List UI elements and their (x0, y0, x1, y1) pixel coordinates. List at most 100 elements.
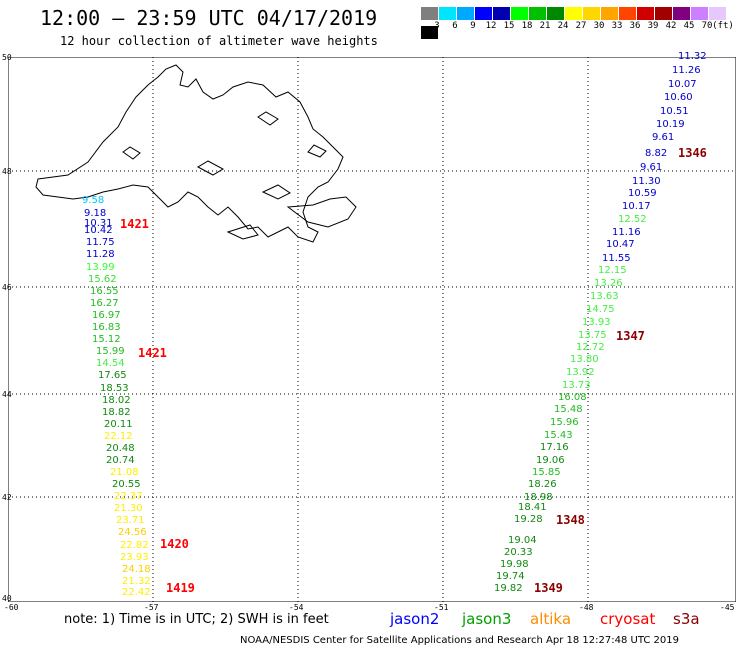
wave-height-value: 9.61 (652, 132, 675, 143)
wave-height-value: 15.85 (532, 467, 561, 478)
pass-time-label: 1420 (160, 537, 189, 551)
wave-height-value: 13.99 (86, 262, 115, 273)
wave-height-value: 16.83 (92, 322, 121, 333)
satellite-cryosat: cryosat (600, 610, 656, 628)
wave-height-value: 24.18 (122, 564, 151, 575)
wave-height-value: 19.28 (514, 514, 543, 525)
color-swatch (619, 7, 636, 20)
wave-height-value: 10.51 (660, 106, 689, 117)
lat-label: 42 (2, 493, 12, 502)
color-scale-label: 27 (575, 21, 587, 31)
wave-height-value: 15.48 (554, 404, 583, 415)
color-swatch (439, 7, 456, 20)
wave-height-value: 16.27 (90, 298, 119, 309)
wave-height-value: 19.82 (494, 583, 523, 594)
wave-height-value: 19.04 (508, 535, 537, 546)
wave-height-value: 18.82 (102, 407, 131, 418)
wave-height-value: 20.48 (106, 443, 135, 454)
wave-height-value: 19.74 (496, 571, 525, 582)
wave-height-value: 22.37 (114, 491, 143, 502)
wave-height-value: 20.11 (104, 419, 133, 430)
wave-height-value: 11.75 (86, 237, 115, 248)
color-swatch (547, 7, 564, 20)
lon-label: -51 (434, 603, 449, 612)
wave-height-value: 8.82 (645, 148, 668, 159)
lat-label: 40 (2, 594, 12, 603)
color-scale-unit: (ft) (712, 21, 734, 31)
pass-time-label: 1346 (678, 146, 707, 160)
wave-height-value: 9.18 (84, 208, 107, 219)
wave-height-value: 16.08 (558, 392, 587, 403)
wave-height-value: 21.32 (122, 576, 151, 587)
color-scale-label: 39 (647, 21, 659, 31)
lat-label: 48 (2, 167, 12, 176)
wave-height-value: 12.15 (598, 265, 627, 276)
pass-time-label: 1348 (556, 513, 585, 527)
pass-time-label: 1419 (166, 581, 195, 595)
color-swatch (583, 7, 600, 20)
pass-time-label: 1421 (138, 346, 167, 360)
wave-height-value: 10.59 (628, 188, 657, 199)
wave-height-value: 9.61 (640, 162, 663, 173)
color-scale-label: 18 (521, 21, 533, 31)
wave-height-value: 13.93 (582, 317, 611, 328)
color-scale-label: 12 (485, 21, 497, 31)
map-plot (8, 57, 736, 602)
wave-height-value: 16.97 (92, 310, 121, 321)
wave-height-value: 17.16 (540, 442, 569, 453)
wave-height-value: 12.72 (576, 342, 605, 353)
wave-height-value: 13.75 (578, 330, 607, 341)
color-swatch (601, 7, 618, 20)
wave-height-value: 9.58 (82, 195, 105, 206)
wave-height-value: 11.26 (672, 65, 701, 76)
chart-subtitle: 12 hour collection of altimeter wave hei… (60, 34, 378, 48)
wave-height-value: 18.53 (100, 383, 129, 394)
wave-height-value: 22.42 (122, 587, 151, 598)
wave-height-value: 16.55 (90, 286, 119, 297)
wave-height-value: 10.17 (622, 201, 651, 212)
wave-height-value: 11.16 (612, 227, 641, 238)
wave-height-value: 15.43 (544, 430, 573, 441)
wave-height-value: 10.19 (656, 119, 685, 130)
lat-label: 50 (2, 53, 12, 62)
wave-height-value: 13.92 (566, 367, 595, 378)
satellite-jason3: jason3 (462, 610, 512, 628)
chart-title: 12:00 – 23:59 UTC 04/17/2019 (40, 6, 378, 30)
wave-height-value: 10.47 (606, 239, 635, 250)
wave-height-value: 19.98 (500, 559, 529, 570)
satellite-jason2: jason2 (390, 610, 440, 628)
lon-label: -54 (289, 603, 304, 612)
color-swatch (511, 7, 528, 20)
wave-height-value: 12.52 (618, 214, 647, 225)
lat-label: 44 (2, 390, 12, 399)
wave-height-value: 11.30 (632, 176, 661, 187)
wave-height-value: 19.06 (536, 455, 565, 466)
wave-height-value: 18.41 (518, 502, 547, 513)
wave-height-value: 22.12 (104, 431, 133, 442)
wave-height-value: 20.74 (106, 455, 135, 466)
wave-height-value: 22.82 (120, 540, 149, 551)
color-scale-label: 33 (611, 21, 623, 31)
footer-note: note: 1) Time is in UTC; 2) SWH is in fe… (64, 612, 329, 627)
wave-height-value: 10.07 (668, 79, 697, 90)
wave-height-value: 18.02 (102, 395, 131, 406)
wave-height-value: 18.26 (528, 479, 557, 490)
color-swatch (691, 7, 708, 20)
wave-height-value: 11.28 (86, 249, 115, 260)
wave-height-value: 21.08 (110, 467, 139, 478)
grid-lines (8, 57, 736, 602)
wave-height-value: 20.55 (112, 479, 141, 490)
wave-height-value: 11.32 (678, 51, 707, 62)
wave-height-value: 14.75 (586, 304, 615, 315)
pass-time-label: 1349 (534, 581, 563, 595)
color-scale-label: 36 (629, 21, 641, 31)
wave-height-value: 23.93 (120, 552, 149, 563)
wave-height-value: 20.33 (504, 547, 533, 558)
wave-height-value: 18.98 (524, 492, 553, 503)
satellite-s3a: s3a (673, 610, 700, 628)
satellite-altika: altika (530, 610, 572, 628)
color-swatch (565, 7, 582, 20)
wave-height-value: 10.42 (84, 225, 113, 236)
wave-height-value: 23.71 (116, 515, 145, 526)
wave-height-value: 10.31 (84, 218, 113, 229)
